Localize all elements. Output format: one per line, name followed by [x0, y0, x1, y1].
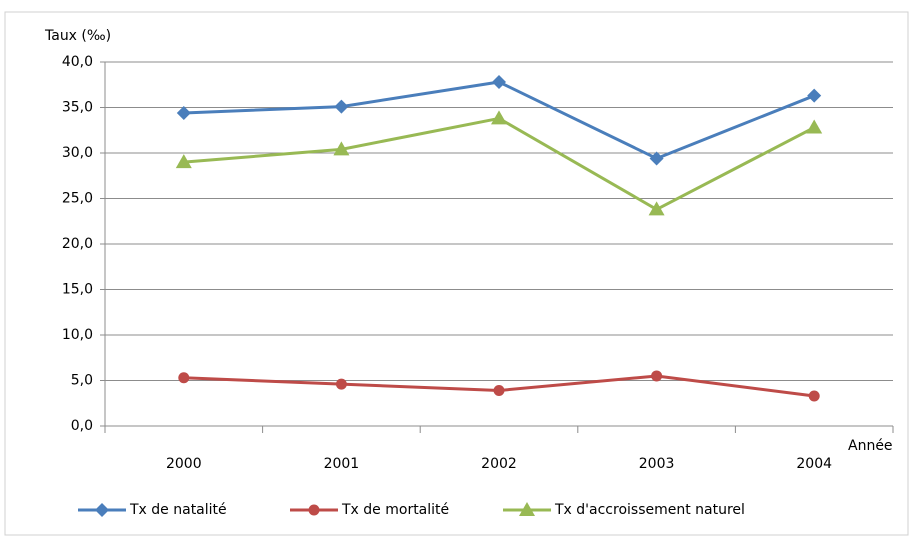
x-tick-label: 2003	[639, 456, 675, 472]
marker	[335, 378, 347, 390]
marker	[176, 105, 191, 120]
marker	[333, 141, 350, 156]
y-tick-label: 30,0	[62, 145, 93, 161]
y-tick-label: 35,0	[62, 100, 93, 116]
y-tick-label: 25,0	[62, 191, 93, 207]
x-axis-label: Année	[848, 438, 893, 454]
legend-label: Tx de natalité	[129, 502, 227, 518]
chart-frame	[4, 11, 909, 536]
y-tick-label: 20,0	[62, 236, 93, 252]
y-tick-label: 15,0	[62, 282, 93, 298]
marker	[175, 154, 192, 169]
y-tick-label: 40,0	[62, 54, 93, 70]
marker	[491, 110, 507, 125]
x-tick-label: 2002	[481, 456, 517, 472]
marker	[649, 151, 664, 166]
legend-marker	[519, 502, 535, 516]
y-tick-label: 10,0	[62, 327, 93, 343]
marker	[648, 201, 665, 216]
legend-marker	[308, 504, 320, 516]
y-axis-label: Taux (‰)	[44, 28, 111, 44]
legend-marker	[95, 503, 109, 517]
marker	[651, 370, 663, 382]
legend-label: Tx d'accroissement naturel	[554, 502, 745, 518]
marker	[334, 99, 349, 114]
x-tick-label: 2004	[796, 456, 832, 472]
x-tick-label: 2000	[166, 456, 202, 472]
marker	[492, 75, 506, 90]
y-tick-label: 5,0	[71, 373, 93, 389]
marker	[808, 390, 820, 402]
marker	[178, 372, 190, 384]
marker	[807, 88, 822, 103]
legend-label: Tx de mortalité	[341, 502, 449, 518]
x-tick-label: 2001	[324, 456, 360, 472]
marker	[493, 385, 505, 397]
marker	[806, 119, 823, 134]
y-tick-label: 0,0	[71, 418, 93, 434]
